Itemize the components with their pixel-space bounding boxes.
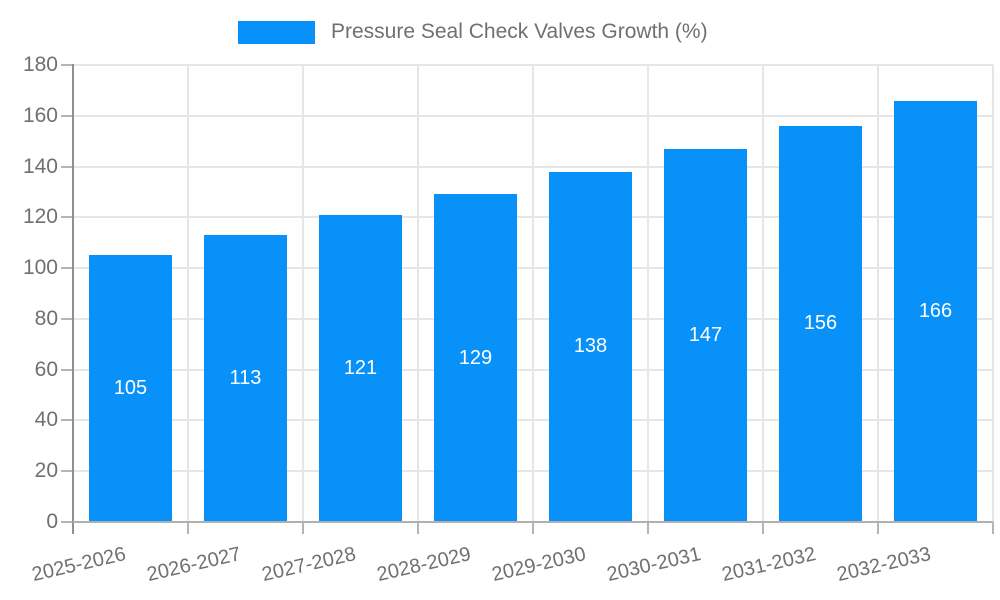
bar-2028-2029: 129 <box>434 194 517 522</box>
gridline-v-3 <box>417 65 419 522</box>
gridline-v-1 <box>187 65 189 522</box>
bar-2025-2026: 105 <box>89 255 172 522</box>
bar-2029-2030: 138 <box>549 171 632 522</box>
y-tick-160 <box>61 114 73 117</box>
legend-swatch <box>238 20 315 44</box>
y-tick-label-0: 0 <box>46 510 58 533</box>
x-tick-label-2027-2028: 2027-2028 <box>259 543 358 586</box>
y-tick-label-180: 180 <box>22 53 58 76</box>
bar-2026-2027: 113 <box>204 235 287 522</box>
y-axis-line <box>72 64 74 534</box>
bar-value-label: 166 <box>918 299 953 322</box>
x-tick-8 <box>992 522 994 534</box>
gridline-v-2 <box>302 65 304 522</box>
y-tick-label-120: 120 <box>22 205 58 229</box>
y-tick-label-100: 100 <box>22 256 58 280</box>
x-tick-label-2030-2031: 2030-2031 <box>604 543 703 586</box>
y-tick-20 <box>61 470 73 473</box>
x-tick-7 <box>877 522 879 534</box>
legend: Pressure Seal Check Valves Growth (%) <box>238 20 708 44</box>
gridline-v-4 <box>532 65 534 522</box>
x-tick-1 <box>187 522 189 534</box>
y-tick-60 <box>61 368 73 371</box>
y-tick-label-80: 80 <box>34 306 58 330</box>
x-tick-6 <box>762 522 764 534</box>
bar-value-label: 113 <box>229 367 262 390</box>
bar-2027-2028: 121 <box>319 214 402 522</box>
gridline-v-7 <box>877 65 879 522</box>
bar-value-label: 129 <box>458 346 493 369</box>
bar-value-label: 138 <box>573 335 608 358</box>
gridline-v-5 <box>647 65 649 522</box>
y-tick-0 <box>61 521 73 523</box>
y-tick-180 <box>61 64 73 66</box>
bar-2032-2033: 166 <box>894 100 977 522</box>
bar-2030-2031: 147 <box>664 148 747 522</box>
x-tick-label-2031-2032: 2031-2032 <box>719 543 818 586</box>
y-tick-label-140: 140 <box>22 154 58 178</box>
bar-value-label: 105 <box>113 377 148 400</box>
x-tick-label-2032-2033: 2032-2033 <box>834 543 933 586</box>
y-tick-40 <box>61 419 73 422</box>
bar-value-label: 121 <box>343 356 378 379</box>
x-axis-line <box>73 521 993 523</box>
x-tick-label-2025-2026: 2025-2026 <box>29 543 128 586</box>
x-tick-3 <box>417 522 419 534</box>
gridline-v-6 <box>762 65 764 522</box>
y-tick-label-40: 40 <box>34 408 58 432</box>
y-tick-80 <box>61 317 73 320</box>
y-tick-100 <box>61 267 73 270</box>
y-tick-label-160: 160 <box>22 103 58 127</box>
x-tick-label-2029-2030: 2029-2030 <box>489 543 588 586</box>
bar-value-label: 156 <box>803 312 838 335</box>
x-tick-2 <box>302 522 304 534</box>
legend-label: Pressure Seal Check Valves Growth (%) <box>331 20 708 43</box>
x-tick-label-2026-2027: 2026-2027 <box>144 543 243 586</box>
y-tick-label-20: 20 <box>34 459 58 483</box>
x-tick-label-2028-2029: 2028-2029 <box>374 543 473 586</box>
y-tick-label-60: 60 <box>34 357 58 381</box>
y-tick-120 <box>61 216 73 219</box>
gridline-v-8 <box>992 65 994 522</box>
bar-value-label: 147 <box>688 323 723 346</box>
bar-2031-2032: 156 <box>779 125 862 522</box>
y-tick-140 <box>61 165 73 168</box>
x-tick-4 <box>532 522 534 534</box>
x-tick-5 <box>647 522 649 534</box>
